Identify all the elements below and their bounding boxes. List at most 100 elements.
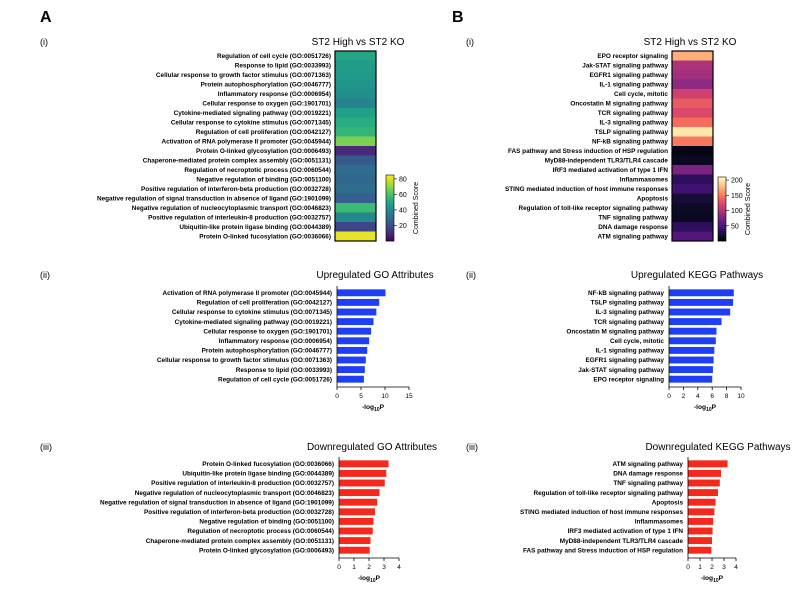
colorbar-segment bbox=[386, 229, 394, 232]
bar-category-label: Protein O-linked fucosylation (GO:003606… bbox=[202, 461, 334, 468]
colorbar-segment bbox=[718, 181, 726, 184]
colorbar-segment bbox=[718, 209, 726, 211]
bar bbox=[669, 346, 715, 354]
bar-category-label: Negative regulation of binding (GO:00511… bbox=[199, 519, 334, 526]
heatmap-cell bbox=[335, 127, 376, 137]
x-tick-label: 1 bbox=[352, 564, 356, 571]
bar bbox=[337, 366, 365, 374]
bar bbox=[337, 337, 370, 345]
bar bbox=[339, 546, 370, 554]
bar-category-label: TSLP signaling pathway bbox=[591, 300, 665, 307]
bar-a-up-title: Upregulated GO Attributes bbox=[316, 270, 433, 281]
colorbar-segment bbox=[386, 186, 394, 189]
bar bbox=[669, 318, 722, 326]
heatmap-cell bbox=[335, 108, 376, 118]
x-axis-label-tail: P bbox=[380, 404, 385, 411]
heatmap-row-label: Oncostatin M signaling pathway bbox=[570, 100, 668, 107]
colorbar-segment bbox=[718, 220, 726, 223]
colorbar-segment bbox=[386, 179, 394, 182]
heatmap-row-label: Cellular response to oxygen (GO:1901701) bbox=[202, 100, 331, 107]
colorbar-segment bbox=[386, 204, 394, 207]
x-tick-label: 4 bbox=[397, 564, 401, 571]
colorbar-tick-label: 100 bbox=[731, 208, 743, 215]
colorbar-segment bbox=[386, 206, 394, 209]
heatmap-cell bbox=[335, 136, 376, 147]
heatmap-row-label: FAS pathway and Stress induction of HSP … bbox=[508, 148, 668, 155]
bar-category-label: IRF3 mediated activation of type 1 IFN bbox=[568, 528, 684, 535]
bar bbox=[669, 308, 731, 316]
heatmap-cell bbox=[672, 79, 713, 90]
bar-category-label: Positive regulation of interleukin-8 pro… bbox=[151, 480, 334, 487]
x-axis-label: -log10P bbox=[362, 404, 385, 413]
heatmap-cell bbox=[335, 212, 376, 223]
heatmap-cell bbox=[672, 203, 713, 213]
x-axis-label-main: -log bbox=[701, 575, 713, 582]
heatmap-b: EPO receptor signaling Jak-STAT signaling… bbox=[505, 50, 752, 242]
heatmap-row-label: Activation of RNA polymerase II promoter… bbox=[161, 138, 331, 145]
bar-category-label: Chaperone-mediated protein complex assem… bbox=[146, 538, 334, 545]
heatmap-a-title: ST2 High vs ST2 KO bbox=[312, 37, 405, 48]
colorbar-segment bbox=[386, 199, 394, 202]
colorbar-segment bbox=[718, 183, 726, 186]
heatmap-row-label: Protein O-linked glycosylation (GO:00064… bbox=[196, 148, 331, 155]
bar bbox=[339, 527, 373, 535]
heatmap-cell bbox=[335, 89, 376, 99]
colorbar-segment bbox=[718, 189, 726, 192]
heatmap-cell bbox=[672, 127, 713, 137]
colorbar-segment bbox=[718, 201, 726, 203]
bar bbox=[688, 469, 721, 477]
colorbar-segment bbox=[386, 236, 394, 238]
heatmap-cell bbox=[672, 193, 713, 204]
colorbar-segment bbox=[386, 193, 394, 196]
x-tick-label: 1 bbox=[698, 564, 702, 571]
panel-a-i-numeral: (i) bbox=[40, 37, 48, 47]
heatmap-row-label: Negative regulation of nucleocytoplasmic… bbox=[132, 205, 331, 212]
heatmap-cell bbox=[335, 222, 376, 232]
colorbar-tick-label: 50 bbox=[731, 223, 739, 230]
x-tick-label: 6 bbox=[710, 393, 714, 400]
colorbar-segment bbox=[386, 219, 394, 222]
bar-category-label: Regulation of toll-like receptor signali… bbox=[534, 490, 684, 497]
colorbar-segment bbox=[718, 225, 726, 227]
bar-category-label: Cell cycle, mitotic bbox=[610, 338, 664, 345]
bar-category-label: Negative regulation of signal transducti… bbox=[100, 499, 334, 506]
x-axis-label-sub: 10 bbox=[370, 578, 376, 584]
heatmap-cell bbox=[672, 146, 713, 156]
bar bbox=[339, 469, 387, 477]
x-axis-label-main: -log bbox=[694, 404, 706, 411]
colorbar-segment bbox=[386, 232, 394, 235]
bar bbox=[669, 337, 716, 345]
heatmap-row-label: TCR signaling pathway bbox=[598, 110, 669, 117]
heatmap-frame bbox=[671, 50, 714, 242]
x-axis-label-tail: P bbox=[712, 404, 717, 411]
heatmap-cell bbox=[672, 98, 713, 109]
heatmap-row-label: TNF signaling pathway bbox=[598, 214, 668, 221]
bar bbox=[688, 527, 713, 535]
bar-category-label: Inflammasomes bbox=[635, 519, 684, 526]
colorbar-frame bbox=[717, 176, 727, 242]
colorbar-segment bbox=[718, 226, 726, 229]
bar-b-up-title: Upregulated KEGG Pathways bbox=[631, 270, 763, 281]
heatmap-row-label: Inflammasomes bbox=[620, 176, 669, 183]
heatmap-row-label: IL-3 signaling pathway bbox=[599, 119, 668, 126]
x-tick-label: 0 bbox=[335, 393, 339, 400]
heatmap-row-label: Protein O-linked fucosylation (GO:003606… bbox=[199, 233, 331, 240]
colorbar-segment bbox=[718, 177, 726, 179]
bar bbox=[339, 498, 378, 506]
colorbar-segment bbox=[386, 234, 394, 237]
heatmap-row-label: EGFR1 signaling pathway bbox=[590, 72, 669, 79]
bar-category-label: Regulation of cell proliferation (GO:004… bbox=[197, 300, 332, 307]
colorbar-segment bbox=[718, 202, 726, 205]
bar-category-label: Protein autophosphorylation (GO:0046777) bbox=[202, 348, 332, 355]
bar-category-label: Ubiquitin-like protein ligase binding (G… bbox=[182, 471, 334, 478]
bar bbox=[688, 460, 728, 468]
bar-category-label: DNA damage response bbox=[613, 471, 683, 478]
x-tick-label: 4 bbox=[734, 564, 738, 571]
x-tick-label: 2 bbox=[682, 393, 686, 400]
x-axis-label-tail: P bbox=[719, 575, 724, 582]
bar-category-label: Regulation of cell cycle (GO:0051726) bbox=[218, 376, 332, 383]
bar-category-label: Regulation of necroptotic process (GO:00… bbox=[187, 528, 334, 535]
colorbar-segment bbox=[718, 218, 726, 221]
colorbar-segment bbox=[718, 231, 726, 234]
